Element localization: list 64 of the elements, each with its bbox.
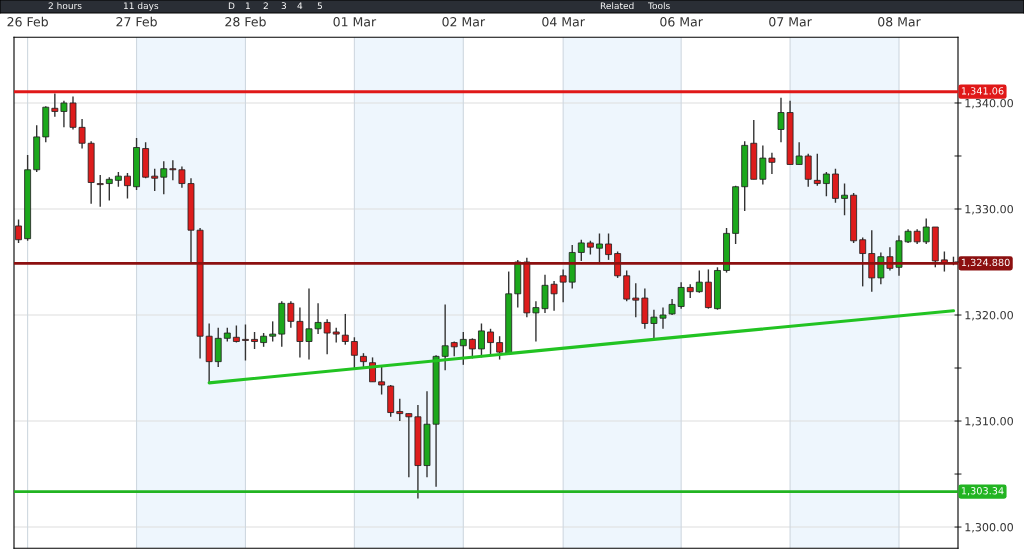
candlestick <box>151 168 159 192</box>
candlestick <box>804 153 812 188</box>
x-tick-label: 27 Feb <box>116 16 157 27</box>
text: 1 <box>245 2 250 9</box>
candlestick <box>378 365 386 396</box>
candlestick <box>605 232 612 261</box>
candlestick <box>759 144 767 186</box>
candlestick <box>269 320 277 343</box>
text: 5 <box>317 2 322 10</box>
candlestick <box>124 172 131 200</box>
y-tick-label: 1,330.00 <box>965 204 1013 215</box>
candlestick <box>405 412 413 478</box>
candlestick <box>214 327 222 368</box>
text: 3 <box>281 2 287 10</box>
ref-line-label: 1,324.880 <box>961 258 1010 268</box>
candlestick <box>795 141 803 166</box>
candlestick <box>459 331 467 366</box>
x-tick-label: 04 Mar <box>542 17 585 27</box>
y-tick-label: 1,310.00 <box>965 417 1013 427</box>
x-tick-label: 28 Feb <box>225 16 266 27</box>
x-tick-label: 02 Mar <box>442 17 486 27</box>
candlestick <box>813 153 821 187</box>
text: 2 <box>263 2 268 9</box>
text: Related <box>600 2 634 10</box>
candlestick <box>859 236 867 288</box>
candlestick <box>596 232 603 265</box>
candlestick <box>768 152 776 175</box>
y-tick-label: 1,300.00 <box>965 523 1013 533</box>
text: 4 <box>297 2 303 9</box>
x-tick-label: 07 Mar <box>769 17 812 27</box>
candlestick <box>96 174 104 208</box>
y-tick-label: 1,340.00 <box>965 98 1013 109</box>
text: Tools <box>647 2 670 10</box>
candlestick <box>160 160 168 195</box>
text: 2 hours <box>48 2 82 10</box>
candlestick <box>323 318 331 355</box>
ref-line-label: 1,341.06 <box>961 87 1004 96</box>
x-tick-label: 06 Mar <box>660 17 703 27</box>
y-tick-label: 1,320.00 <box>965 310 1013 321</box>
candlestick <box>577 239 585 262</box>
x-tick-label: 08 Mar <box>878 17 921 27</box>
candlestick <box>287 300 295 329</box>
candlestick <box>169 159 177 182</box>
candlestick <box>841 182 848 217</box>
candlestick <box>677 281 685 310</box>
x-tick-label: 01 Mar <box>333 17 377 27</box>
candlestick <box>632 282 640 318</box>
candlestick <box>441 303 449 371</box>
candlestick <box>695 269 703 294</box>
candlestick <box>623 269 631 302</box>
candlestick <box>487 328 494 355</box>
candlestick <box>242 323 249 362</box>
candlestick <box>15 218 22 244</box>
text: D <box>228 2 235 9</box>
text: 11 days <box>123 2 159 11</box>
candlestick <box>559 268 567 303</box>
candlestick <box>341 313 349 346</box>
candlestick <box>822 171 830 197</box>
candlestick <box>350 336 358 369</box>
ref-line-label: 1,303.34 <box>961 487 1004 496</box>
x-tick-label: 26 Feb <box>7 16 48 27</box>
candlestick <box>922 217 930 245</box>
candlestick <box>105 176 113 202</box>
candlestick <box>396 398 404 422</box>
